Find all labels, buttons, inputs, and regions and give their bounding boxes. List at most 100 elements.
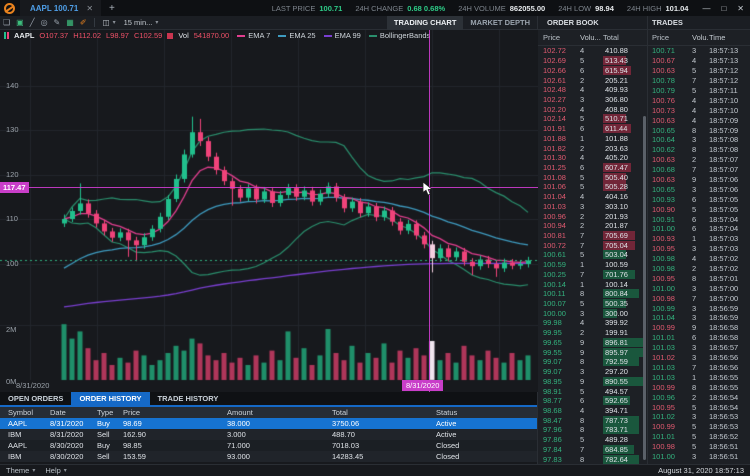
ask-row[interactable]: 102.69 5 513.43 xyxy=(538,56,647,66)
ob-total: 782.64 xyxy=(605,454,628,464)
ask-row[interactable]: 100.72 7 705.04 xyxy=(538,240,647,250)
ob-volume: 8 xyxy=(580,425,585,435)
bid-row[interactable]: 97.84 7 684.85 xyxy=(538,444,647,454)
ask-row[interactable]: 101.30 4 405.20 xyxy=(538,153,647,163)
trade-row: 100.91 6 18:57:04 xyxy=(648,214,750,224)
target-icon[interactable]: ◎ xyxy=(40,18,48,27)
order-row[interactable]: AAPL 8/31/2020 Buy 98.69 38.000 3750.06 Active xyxy=(0,418,537,429)
ob-total-cell: 787.73 xyxy=(603,415,644,425)
trade-price: 101.03 xyxy=(652,343,675,353)
trade-time: 18:57:02 xyxy=(709,254,739,264)
ask-row[interactable]: 101.03 3 303.10 xyxy=(538,202,647,212)
order-cell: AAPL xyxy=(8,419,28,428)
help-menu[interactable]: Help ▾ xyxy=(45,466,67,475)
ask-row[interactable]: 100.96 2 201.93 xyxy=(538,211,647,221)
stat-label: LAST PRICE xyxy=(271,3,316,13)
ask-row[interactable]: 100.94 2 201.87 xyxy=(538,221,647,231)
theme-menu[interactable]: Theme ▾ xyxy=(6,466,36,475)
new-tab-button[interactable]: + xyxy=(109,2,115,14)
tab-open-orders[interactable]: OPEN ORDERS xyxy=(8,394,64,403)
bid-row[interactable]: 97.86 5 489.28 xyxy=(538,435,647,445)
trade-price: 101.03 xyxy=(652,372,675,382)
bid-row[interactable]: 100.11 8 800.84 xyxy=(538,289,647,299)
bid-row[interactable]: 100.14 1 100.14 xyxy=(538,279,647,289)
snapshot-icon[interactable]: ▣ xyxy=(16,18,24,27)
y-axis-tick: 110 xyxy=(6,214,18,223)
fibonacci-icon[interactable]: ✎ xyxy=(53,18,61,27)
order-book-scrollbar[interactable] xyxy=(643,116,646,460)
ask-row[interactable]: 102.27 3 306.80 xyxy=(538,95,647,105)
ask-row[interactable]: 102.72 4 410.88 xyxy=(538,46,647,56)
tab-order-history[interactable]: ORDER HISTORY xyxy=(71,392,150,405)
bid-row[interactable]: 100.07 5 500.35 xyxy=(538,299,647,309)
order-row[interactable]: AAPL 8/30/2020 Buy 98.85 71.000 7018.03 Closed xyxy=(0,440,537,451)
ob-price: 102.61 xyxy=(543,75,566,85)
indicator-name: EMA 7 xyxy=(248,31,271,40)
price-chart-canvas[interactable] xyxy=(0,30,538,392)
ask-row[interactable]: 101.82 2 203.63 xyxy=(538,143,647,153)
trade-price: 100.95 xyxy=(652,402,675,412)
brush-icon[interactable]: ✐ xyxy=(79,18,87,27)
bid-row[interactable]: 98.95 9 890.55 xyxy=(538,376,647,386)
order-book-col-header: Price xyxy=(543,33,561,42)
trendline-icon[interactable]: ╱ xyxy=(29,18,35,27)
trade-volume: 2 xyxy=(692,264,697,274)
ask-row[interactable]: 102.66 6 615.94 xyxy=(538,65,647,75)
ask-row[interactable]: 101.91 6 611.44 xyxy=(538,124,647,134)
bid-row[interactable]: 100.59 1 100.59 xyxy=(538,260,647,270)
bid-row[interactable]: 99.55 9 895.97 xyxy=(538,347,647,357)
maximize-button[interactable]: □ xyxy=(721,3,727,13)
ob-volume: 4 xyxy=(580,104,585,114)
bid-row[interactable]: 98.68 4 394.71 xyxy=(538,406,647,416)
chart-type-dropdown[interactable]: ◫ ▾ xyxy=(99,18,120,27)
ob-total: 896.81 xyxy=(605,337,628,347)
ask-row[interactable]: 101.06 5 505.28 xyxy=(538,182,647,192)
bid-row[interactable]: 99.65 9 896.81 xyxy=(538,337,647,348)
order-row[interactable]: IBM 8/30/2020 Sell 153.59 93.000 14283.45 Clos… xyxy=(0,451,537,462)
minimize-button[interactable]: — xyxy=(702,3,711,13)
ask-row[interactable]: 101.04 4 404.16 xyxy=(538,192,647,202)
symbol-tab[interactable]: AAPL 100.71 ✕ xyxy=(20,0,102,16)
trade-price: 101.03 xyxy=(652,362,675,372)
bid-row[interactable]: 100.25 7 701.76 xyxy=(538,269,647,280)
ob-total: 201.87 xyxy=(605,221,628,231)
ask-row[interactable]: 100.81 7 705.69 xyxy=(538,231,647,241)
depth-bar xyxy=(603,357,640,367)
order-cell: 71.000 xyxy=(227,441,250,450)
ask-row[interactable]: 102.61 2 205.21 xyxy=(538,75,647,85)
order-cell: 7018.03 xyxy=(332,441,360,450)
order-row[interactable]: IBM 8/31/2020 Sell 162.90 3.000 488.70 Active xyxy=(0,429,537,440)
bid-row[interactable]: 99.98 4 399.92 xyxy=(538,318,647,328)
bid-row[interactable]: 99.95 2 199.91 xyxy=(538,328,647,338)
trade-price: 100.98 xyxy=(652,264,675,274)
bid-row[interactable]: 100.00 3 300.00 xyxy=(538,308,647,318)
ask-row[interactable]: 102.20 4 408.80 xyxy=(538,104,647,114)
ask-row[interactable]: 101.25 6 607.47 xyxy=(538,162,647,173)
bid-row[interactable]: 99.07 3 297.20 xyxy=(538,367,647,377)
indicators-icon[interactable]: ▦ xyxy=(66,18,74,27)
ask-row[interactable]: 101.08 5 505.40 xyxy=(538,172,647,182)
close-window-button[interactable]: ✕ xyxy=(737,3,744,13)
ask-row[interactable]: 102.14 5 510.71 xyxy=(538,114,647,124)
ob-volume: 7 xyxy=(580,269,585,279)
annotation-icon[interactable]: ❏ xyxy=(3,18,11,27)
ask-row[interactable]: 102.48 4 409.93 xyxy=(538,85,647,95)
ob-volume: 7 xyxy=(580,444,585,454)
bid-row[interactable]: 98.77 6 592.65 xyxy=(538,396,647,406)
tab-market-depth[interactable]: MARKET DEPTH xyxy=(470,18,530,27)
ob-price: 100.96 xyxy=(543,211,566,221)
trade-price: 100.63 xyxy=(652,66,675,76)
interval-dropdown[interactable]: 15 min... ▾ xyxy=(120,18,163,27)
bid-row[interactable]: 100.61 5 503.04 xyxy=(538,250,647,260)
bid-row[interactable]: 97.96 8 783.71 xyxy=(538,425,647,435)
close-tab-icon[interactable]: ✕ xyxy=(86,3,94,13)
trade-time: 18:56:56 xyxy=(709,353,739,363)
ask-row[interactable]: 101.88 1 101.88 xyxy=(538,133,647,143)
tab-trading-chart[interactable]: TRADING CHART xyxy=(386,15,464,30)
bid-row[interactable]: 98.47 8 787.73 xyxy=(538,415,647,425)
bid-row[interactable]: 99.07 8 792.59 xyxy=(538,357,647,367)
tab-trade-history[interactable]: TRADE HISTORY xyxy=(157,394,219,403)
bid-row[interactable]: 97.83 8 782.64 xyxy=(538,454,647,464)
bid-row[interactable]: 98.91 5 494.57 xyxy=(538,386,647,396)
trade-time: 18:56:54 xyxy=(709,392,739,402)
